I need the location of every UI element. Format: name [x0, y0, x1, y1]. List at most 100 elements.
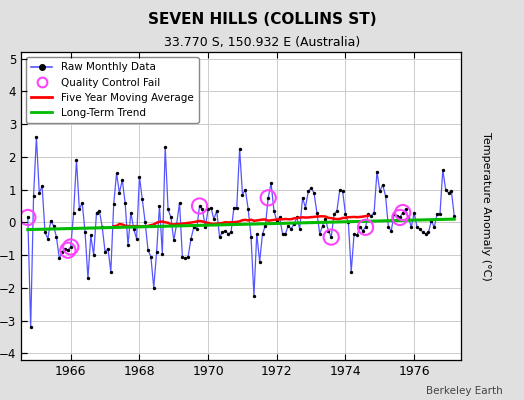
Point [256, 258, 264, 265]
Point [92, 209, 101, 216]
Point [75, 206, 83, 212]
Point [333, 208, 341, 214]
Point [64, 247, 72, 254]
Point [276, 214, 284, 221]
Point [176, 200, 184, 206]
Point [241, 186, 249, 193]
Point [272, 218, 281, 224]
Point [190, 224, 198, 230]
Point [29, 193, 38, 199]
Point [384, 224, 392, 230]
Point [416, 226, 424, 232]
Point [344, 219, 353, 226]
Point [442, 186, 450, 193]
Point [304, 188, 312, 194]
Point [221, 227, 230, 234]
Point [155, 203, 163, 209]
Point [178, 254, 187, 260]
Point [112, 170, 121, 176]
Text: SEVEN HILLS (COLLINS ST): SEVEN HILLS (COLLINS ST) [148, 12, 376, 27]
Point [141, 219, 149, 226]
Point [393, 213, 401, 219]
Point [218, 229, 226, 236]
Point [424, 229, 433, 236]
Point [278, 231, 287, 237]
Point [86, 232, 95, 239]
Point [61, 245, 69, 252]
Point [387, 227, 396, 234]
Point [390, 211, 398, 217]
Point [38, 183, 46, 190]
Point [201, 224, 210, 230]
Point [55, 255, 63, 262]
Point [367, 213, 376, 219]
Text: 33.770 S, 150.932 E (Australia): 33.770 S, 150.932 E (Australia) [164, 36, 360, 49]
Point [235, 146, 244, 152]
Point [138, 196, 147, 203]
Point [350, 231, 358, 237]
Point [244, 206, 253, 212]
Point [447, 188, 455, 194]
Point [149, 285, 158, 291]
Point [370, 209, 378, 216]
Point [284, 222, 292, 229]
Point [341, 211, 350, 217]
Point [364, 211, 373, 217]
Point [444, 190, 453, 196]
Point [436, 211, 444, 217]
Point [195, 203, 204, 209]
Point [90, 252, 98, 258]
Point [230, 204, 238, 211]
Point [399, 209, 407, 216]
Point [396, 214, 404, 221]
Point [35, 190, 43, 196]
Point [270, 208, 278, 214]
Point [401, 206, 410, 212]
Point [207, 204, 215, 211]
Point [267, 180, 275, 186]
Point [215, 234, 224, 240]
Point [356, 224, 364, 230]
Point [58, 249, 67, 255]
Point [161, 144, 169, 150]
Point [310, 190, 318, 196]
Point [250, 293, 258, 299]
Point [49, 222, 58, 229]
Point [224, 231, 232, 237]
Point [81, 229, 89, 236]
Point [427, 218, 435, 224]
Point [95, 208, 104, 214]
Point [335, 186, 344, 193]
Point [264, 195, 272, 201]
Point [330, 211, 339, 217]
Point [135, 173, 144, 180]
Point [253, 231, 261, 237]
Point [213, 208, 221, 214]
Point [419, 229, 427, 236]
Point [121, 200, 129, 206]
Point [32, 134, 40, 140]
Point [24, 214, 32, 221]
Point [172, 221, 181, 227]
Point [296, 226, 304, 232]
Point [170, 237, 178, 244]
Point [144, 247, 152, 254]
Point [67, 244, 75, 250]
Point [376, 188, 384, 194]
Point [430, 224, 439, 230]
Point [358, 227, 367, 234]
Point [233, 204, 241, 211]
Point [72, 157, 81, 163]
Text: Berkeley Earth: Berkeley Earth [427, 386, 503, 396]
Point [405, 214, 413, 221]
Point [362, 224, 370, 230]
Point [327, 234, 335, 240]
Point [47, 218, 55, 224]
Point [24, 214, 32, 221]
Point [152, 249, 161, 255]
Point [315, 231, 324, 237]
Point [198, 206, 206, 212]
Point [399, 209, 407, 216]
Point [321, 216, 330, 222]
Point [78, 200, 86, 206]
